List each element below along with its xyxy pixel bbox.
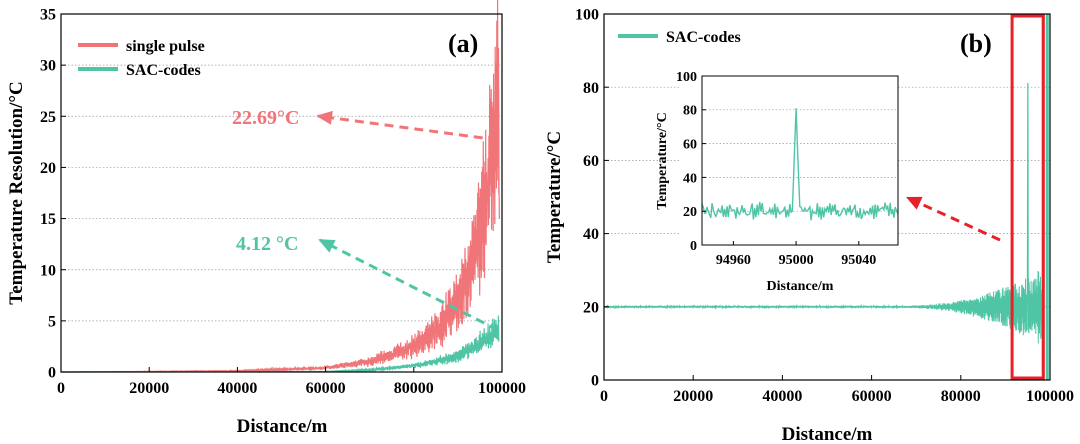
inset-pointer-arrow	[906, 196, 1001, 242]
panel-b-legend: SAC-codes	[618, 29, 741, 46]
panel-a-axes-frame	[60, 13, 503, 373]
panel-a-legend: single pulse SAC-codes	[78, 38, 205, 79]
inset-ticks: 0 20 40 60 80 100 94960 95000 95040	[676, 70, 876, 268]
panel-b-x-tick-label: 60000	[852, 388, 892, 405]
panel-a-x-tick-label: 0	[57, 380, 65, 397]
panel-b-ticks: 0 20 40 60 80 100 0 20000 40000 60000 80000 100000	[575, 7, 1074, 405]
inset-series	[701, 108, 899, 221]
annotation-arrow-sac-codes	[319, 238, 499, 332]
panel-b-label: (b)	[960, 29, 992, 58]
panel-b-y-tick-label: 0	[591, 373, 599, 390]
panel-a-y-tick-label: 25	[40, 109, 56, 126]
inset-background	[680, 76, 898, 245]
panel-a-y-tick-label: 30	[40, 58, 56, 75]
panel-b-y-tick-label: 100	[575, 7, 599, 24]
panel-b-x-axis-title: Distance/m	[782, 424, 873, 444]
panel-a-x-tick-label: 100000	[478, 380, 526, 397]
panel-b-x-tick-label: 80000	[941, 388, 981, 405]
inset-y-tick-label: 80	[683, 104, 697, 119]
panel-b-x-tick-label: 40000	[762, 388, 802, 405]
legend-label-sac-codes: SAC-codes	[126, 62, 201, 79]
inset-y-tick-label: 40	[683, 171, 697, 186]
inset-y-tick-label: 100	[676, 70, 697, 85]
inset-x-tick-label: 94960	[716, 253, 751, 268]
panel-a-grid	[61, 64, 502, 322]
panel-b-y-axis-title: Temperature/°C	[544, 131, 565, 263]
series-line-single-pulse-peak	[496, 47, 500, 219]
panel-b-y-tick-label: 40	[583, 226, 599, 243]
annotation-arrow-single-pulse-head	[316, 110, 333, 125]
panel-a-label: (a)	[448, 29, 478, 58]
panel-b-y-tick-label: 60	[583, 153, 599, 170]
inset-arrow-head	[906, 196, 923, 210]
panel-a-y-tick-label: 20	[40, 160, 56, 177]
panel-a-y-tick-label: 10	[40, 262, 56, 279]
series-line-single-pulse	[61, 0, 500, 374]
panel-b-y-tick-label: 20	[583, 299, 599, 316]
inset-x-tick-label: 95040	[841, 253, 876, 268]
panel-a-ticks: 0 5 10 15 20 25 30 35 0 20000 40000 60000 80000 10000…	[40, 7, 526, 397]
panel-a-x-tick-label: 20000	[129, 380, 169, 397]
panel-a-x-tick-label: 40000	[217, 380, 257, 397]
annotation-sac-codes-value: 4.12 °C	[236, 233, 298, 255]
inset-arrow-line	[917, 201, 1001, 242]
legend-label-sac-codes-b: SAC-codes	[666, 29, 741, 46]
inset-x-axis-title: Distance/m	[767, 279, 834, 294]
annotation-arrow-sac-codes-head	[318, 239, 336, 253]
panel-a-y-axis-title: Temperature Resolution/°C	[6, 81, 27, 304]
panel-a-chart: 0 5 10 15 20 25 30 35 0 20000 40000 60000 80000 10000…	[6, 0, 526, 437]
panel-a-x-tick-label: 80000	[394, 380, 434, 397]
panel-a-annotation-arrows	[316, 110, 499, 332]
inset-axes-frame	[701, 75, 899, 246]
inset-x-tick-label: 95000	[779, 253, 814, 268]
legend-label-single-pulse: single pulse	[126, 38, 205, 55]
panel-b-y-tick-label: 80	[583, 80, 599, 97]
panel-a-y-tick-label: 35	[40, 7, 56, 24]
inset-series-line	[701, 108, 899, 221]
panel-a-x-axis-title: Distance/m	[237, 416, 328, 437]
inset-y-tick-label: 0	[690, 239, 697, 254]
annotation-single-pulse-value: 22.69°C	[232, 107, 299, 129]
panel-b-x-tick-label: 100000	[1026, 388, 1074, 405]
panel-b-x-tick-label: 20000	[673, 388, 713, 405]
inset-y-tick-label: 60	[683, 138, 697, 153]
panel-a-y-tick-label: 0	[48, 365, 56, 382]
inset-y-axis-title: Temperature/°C	[655, 112, 670, 209]
highlight-box	[1010, 14, 1045, 380]
panel-a-series	[61, 0, 500, 374]
panel-a-x-tick-label: 60000	[306, 380, 346, 397]
panel-b-x-tick-label: 0	[600, 388, 608, 405]
panel-a-y-tick-label: 5	[48, 313, 56, 330]
panel-b-axes-frame	[603, 13, 1051, 381]
annotation-arrow-single-pulse	[317, 114, 498, 142]
inset-chart: 0 20 40 60 80 100 94960 95000 95040 Distance/m T…	[655, 70, 899, 294]
inset-y-tick-label: 20	[683, 205, 697, 220]
panel-a-y-tick-label: 15	[40, 211, 56, 228]
series-line-sac-codes-b	[603, 83, 1043, 344]
